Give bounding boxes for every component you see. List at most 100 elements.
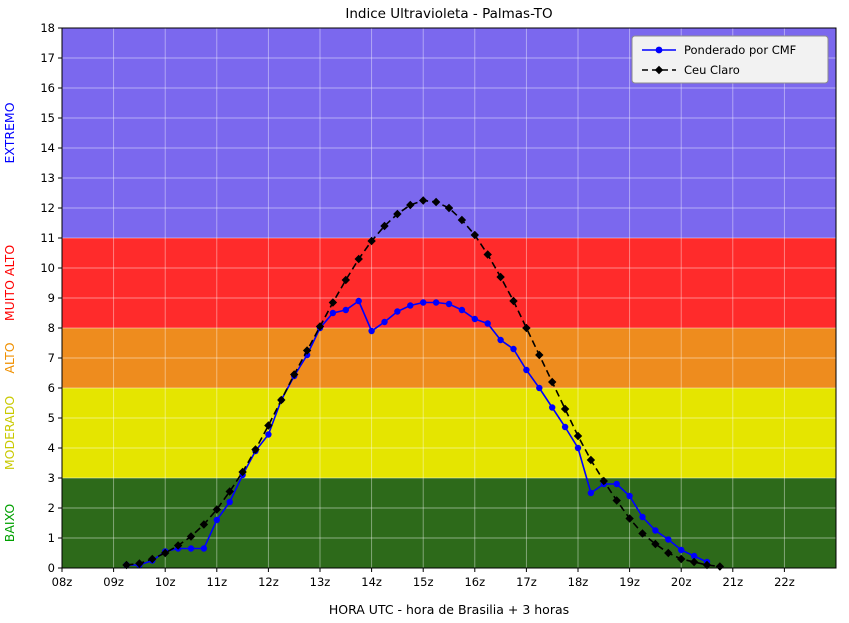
x-tick-label: 09z: [103, 575, 124, 589]
marker-diamond: [367, 236, 376, 246]
marker-diamond: [380, 221, 389, 231]
band-label-alto: ALTO: [2, 342, 17, 373]
marker-circle: [355, 297, 362, 305]
marker-circle: [497, 336, 504, 344]
x-tick-label: 20z: [671, 575, 692, 589]
marker-diamond: [393, 209, 402, 219]
marker-circle: [213, 516, 220, 524]
marker-circle: [536, 384, 543, 392]
band-labels: BAIXO MODERADO ALTO MUITO ALTO EXTREMO: [2, 102, 17, 542]
y-tick-label: 10: [40, 261, 55, 275]
y-tick-label: 8: [48, 321, 55, 335]
marker-diamond: [148, 554, 157, 564]
marker-diamond: [406, 200, 415, 210]
band-alto: [62, 328, 836, 388]
series-ponderado-por-cmf: [123, 297, 711, 569]
legend-label: Ponderado por CMF: [684, 43, 796, 57]
y-tick-label: 11: [40, 231, 55, 245]
marker-diamond: [315, 322, 325, 331]
marker-circle: [561, 423, 569, 431]
y-tick-label: 18: [40, 21, 55, 35]
y-tick-label: 14: [40, 141, 55, 155]
marker-circle: [445, 300, 453, 308]
marker-circle: [407, 302, 414, 309]
band-baixo: [62, 478, 836, 568]
marker-circle: [381, 318, 388, 326]
y-tick-label: 5: [48, 411, 55, 425]
marker-diamond: [199, 520, 209, 529]
marker-diamond: [341, 275, 350, 285]
x-axis-label: HORA UTC - hora de Brasilia + 3 horas: [328, 602, 570, 617]
legend-marker-circle: [655, 46, 663, 54]
x-tick-label: 22z: [774, 575, 795, 589]
marker-circle: [678, 546, 685, 554]
marker-diamond: [186, 532, 196, 541]
marker-diamond: [483, 250, 492, 259]
y-tick-label: 16: [40, 81, 55, 95]
y-tick-label: 6: [48, 381, 55, 395]
y-tick-label: 1: [48, 531, 55, 545]
marker-diamond: [238, 467, 247, 477]
marker-circle: [639, 513, 646, 521]
x-tick-label: 16z: [464, 575, 485, 589]
marker-diamond: [173, 541, 183, 550]
marker-diamond: [651, 539, 660, 549]
x-tick-label: 15z: [413, 575, 434, 589]
marker-diamond: [419, 196, 428, 205]
marker-diamond: [264, 421, 273, 430]
marker-diamond: [302, 346, 312, 355]
marker-diamond: [586, 455, 596, 465]
marker-diamond: [689, 557, 699, 567]
marker-circle: [626, 492, 633, 500]
band-label-muito-alto: MUITO ALTO: [2, 245, 17, 321]
marker-diamond: [431, 197, 441, 207]
y-tick-label: 15: [40, 111, 55, 125]
marker-diamond: [599, 476, 608, 486]
y-tick-label: 13: [40, 171, 55, 185]
marker-circle: [523, 366, 530, 374]
marker-diamond: [135, 559, 144, 568]
series-ceu-claro: [122, 196, 725, 571]
marker-circle: [432, 299, 440, 306]
marker-circle: [394, 308, 401, 315]
legend-marker-diamond: [654, 65, 664, 75]
marker-circle: [510, 345, 517, 353]
x-tick-label: 18z: [568, 575, 589, 589]
y-tick-label: 7: [48, 351, 55, 365]
marker-diamond: [715, 562, 725, 571]
marker-circle: [587, 489, 595, 497]
marker-circle: [458, 306, 466, 314]
series-line-ponderado-por-cmf: [126, 299, 708, 566]
band-label-baixo: BAIXO: [2, 504, 17, 543]
marker-diamond: [470, 230, 479, 240]
marker-circle: [226, 498, 233, 506]
gridlines: [61, 28, 836, 568]
marker-diamond: [573, 431, 583, 441]
band-moderado: [62, 388, 836, 478]
marker-diamond: [560, 404, 570, 414]
x-tick-label: 13z: [310, 575, 331, 589]
marker-diamond: [225, 487, 234, 496]
marker-diamond: [251, 445, 260, 454]
x-tick-label: 08z: [52, 575, 73, 589]
marker-circle: [187, 545, 195, 552]
marker-circle: [484, 320, 491, 327]
y-tick-label: 4: [48, 441, 55, 455]
x-tick-label: 19z: [619, 575, 640, 589]
marker-diamond: [328, 298, 338, 307]
marker-diamond: [548, 377, 557, 387]
marker-circle: [420, 299, 427, 306]
marker-circle: [652, 527, 659, 534]
y-tick-label: 0: [48, 561, 55, 575]
x-tick-label: 12z: [258, 575, 279, 589]
marker-diamond: [277, 395, 286, 405]
y-tick-label: 12: [40, 201, 55, 215]
marker-circle: [342, 306, 349, 314]
marker-diamond: [161, 548, 170, 558]
marker-diamond: [290, 370, 299, 379]
marker-diamond: [612, 496, 621, 505]
y-tick-label: 3: [48, 471, 55, 485]
marker-circle: [613, 480, 620, 488]
